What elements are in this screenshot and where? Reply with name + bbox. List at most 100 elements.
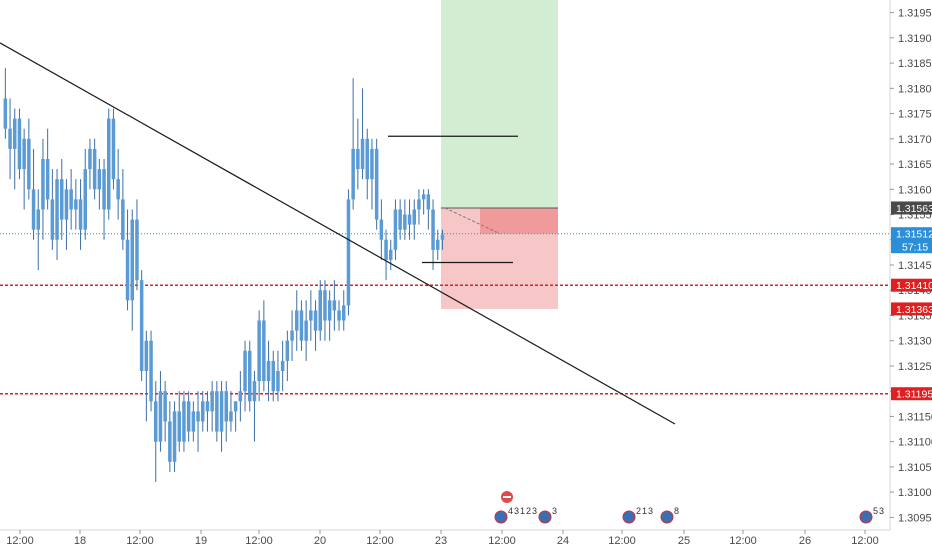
candle-body — [365, 138, 369, 180]
candle-body — [266, 360, 271, 382]
time-tick-label: 26 — [799, 535, 811, 547]
candle-body — [304, 320, 308, 341]
event-us-flag-icon — [538, 510, 552, 524]
candle-body — [182, 401, 186, 442]
candle-body — [440, 234, 445, 240]
candle-body — [252, 381, 257, 402]
candle-body — [41, 159, 45, 210]
time-tick-label: 23 — [435, 535, 447, 547]
candle-body — [417, 199, 421, 210]
time-tick-label: 12:00 — [6, 535, 34, 547]
time-tick-label: 20 — [314, 535, 326, 547]
trendline — [0, 42, 676, 425]
price-tick-label: 1.31300 — [898, 336, 932, 348]
price-axis[interactable]: 1.31950 1.31900 1.31850 1.31800 1.31750 1.317… — [889, 0, 932, 550]
candle-body — [27, 138, 31, 190]
candle-body — [210, 391, 214, 412]
candle-body — [55, 179, 59, 240]
time-tick-label: 12:00 — [729, 535, 757, 547]
price-tick-label: 1.31650 — [898, 159, 932, 171]
candle-body — [280, 360, 285, 371]
candle-body — [356, 148, 360, 170]
candle-body — [215, 391, 219, 432]
candle-body — [370, 148, 374, 180]
candle-body — [431, 209, 435, 250]
price-tag-stop — [891, 302, 932, 316]
candle-body — [360, 138, 365, 170]
price-tick-label: 1.31850 — [898, 58, 932, 70]
candle-body — [332, 300, 337, 311]
price-tick-label: 1.31450 — [898, 260, 932, 272]
time-axis-bg — [0, 530, 932, 550]
event-count-label: 1 — [642, 506, 647, 516]
candle-body — [64, 189, 69, 220]
candle-body — [130, 219, 134, 301]
event-count-label: 5 — [873, 506, 878, 516]
candle-body — [36, 209, 40, 230]
candle-body — [88, 148, 92, 170]
candle-body — [196, 411, 200, 422]
event-count-label: 1 — [520, 506, 525, 516]
event-count-label: 3 — [552, 506, 557, 516]
price-tick-label: 1.31150 — [898, 411, 932, 423]
event-us-flag-icon — [622, 510, 636, 524]
candle-body — [295, 310, 299, 331]
candle-body — [74, 199, 78, 210]
candle-body — [13, 118, 17, 149]
price-tick-label: 1.31600 — [898, 184, 932, 196]
candle-body — [31, 189, 36, 230]
candle-body — [83, 169, 87, 230]
candle-body — [172, 411, 177, 462]
candle-body — [125, 239, 130, 301]
candle-body — [257, 320, 261, 382]
candle-body — [111, 118, 116, 180]
price-tag-entry — [891, 201, 932, 215]
candle-body — [436, 239, 440, 250]
price-tag-level — [891, 278, 932, 292]
event-count-label: 3 — [532, 506, 537, 516]
candle-body — [224, 391, 228, 422]
price-tick-label: 1.31250 — [898, 361, 932, 373]
price-tick-label: 1.31750 — [898, 109, 932, 121]
profit-zone — [441, 0, 558, 208]
time-tick-label: 12:00 — [366, 535, 394, 547]
candle-body — [342, 305, 346, 321]
candle-body — [107, 118, 111, 210]
event-us-flag-icon — [859, 510, 873, 524]
candle-body — [144, 340, 149, 371]
candle-body — [201, 401, 205, 422]
price-tick-label: 1.31000 — [898, 487, 932, 499]
candle-body — [374, 148, 379, 220]
event-count-label: 3 — [648, 506, 653, 516]
position-zones — [441, 0, 558, 309]
time-tick-label: 12:00 — [608, 535, 636, 547]
drawings-group — [0, 42, 676, 425]
candle-body — [426, 194, 431, 210]
candle-body — [3, 98, 8, 129]
horizontal-levels — [0, 233, 890, 395]
candle-body — [229, 411, 233, 422]
candle-body — [346, 199, 351, 306]
time-tick-label: 12:00 — [126, 535, 154, 547]
event-count-label: 2 — [526, 506, 531, 516]
candle-body — [337, 310, 341, 321]
candle-body — [384, 239, 388, 260]
candle-body — [116, 179, 120, 200]
candle-body — [403, 214, 407, 230]
candle-body — [168, 421, 172, 462]
time-tick-label: 18 — [74, 535, 86, 547]
time-tick-label: 25 — [678, 535, 690, 547]
candle-body — [102, 169, 106, 210]
event-count-label: 2 — [636, 506, 641, 516]
price-tick-label: 1.30950 — [898, 512, 932, 524]
event-count-label: 3 — [514, 506, 519, 516]
time-axis[interactable]: 12:00 18 12:00 19 12:00 20 12:00 23 12:00 24 12:00… — [0, 529, 932, 550]
candle-body — [318, 290, 322, 331]
time-tick-label: 12:00 — [245, 535, 273, 547]
candle-body — [177, 411, 181, 442]
candle-body — [421, 194, 426, 200]
time-tick-label: 12:00 — [851, 535, 879, 547]
candle-body — [121, 199, 125, 240]
